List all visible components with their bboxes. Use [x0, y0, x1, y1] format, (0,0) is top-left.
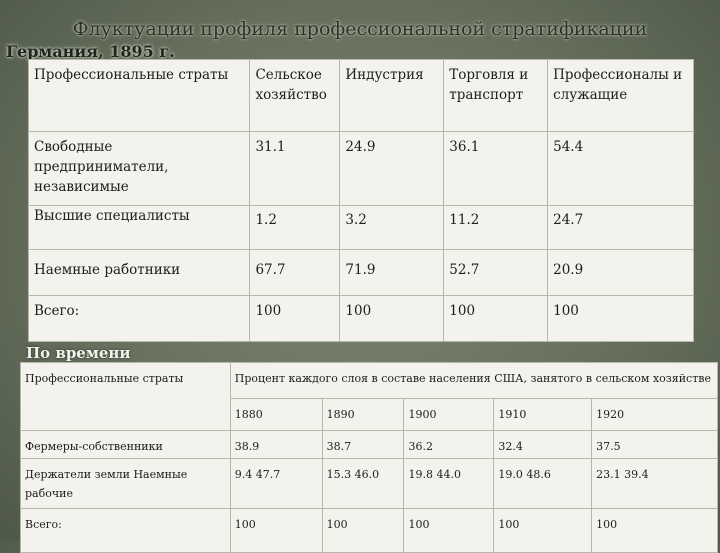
row-label: Всего:	[20, 508, 231, 553]
table-cell: 36.1	[443, 131, 549, 206]
usa-agriculture-table: Профессиональные страты Процент каждого …	[20, 362, 719, 553]
subtitle-by-time: По времени	[26, 344, 131, 362]
table-cell: 3.2	[339, 205, 445, 250]
column-header: Профессиональные страты	[27, 59, 251, 132]
table-cell: 15.3 46.0	[321, 458, 405, 509]
table-row: Всего: 100 100 100 100 100	[20, 508, 718, 553]
row-label: Высшие специалисты	[27, 205, 251, 250]
table-cell: 20.9	[547, 249, 694, 296]
germany-stratification-table: Профессиональные страты Сельское хозяйст…	[27, 59, 694, 342]
table-cell: 100	[547, 295, 694, 342]
table-cell: 100	[443, 295, 549, 342]
table-row: Свободные предприниматели, независимые 3…	[27, 131, 694, 206]
column-header: Сельское хозяйство	[249, 59, 341, 132]
table-cell: 100	[591, 508, 718, 553]
row-header: Профессиональные страты	[20, 362, 231, 431]
table-caption: Процент каждого слоя в составе населения…	[229, 362, 719, 399]
slide-title: Флуктуации профиля профессиональной стра…	[72, 18, 648, 40]
table-cell: 1.2	[249, 205, 341, 250]
column-header: Профессионалы и служащие	[547, 59, 694, 132]
subtitle-germany: Германия, 1895 г.	[6, 42, 175, 61]
row-label: Фермеры-собственники	[20, 430, 231, 459]
table-cell: 36.2	[403, 430, 495, 459]
table-header-row: Профессиональные страты Сельское хозяйст…	[27, 59, 694, 132]
table-cell: 37.5	[591, 430, 718, 459]
row-label: Свободные предприниматели, независимые	[27, 131, 251, 206]
table-cell: 100	[249, 295, 341, 342]
table-cell: 52.7	[443, 249, 549, 296]
year-cell: 1880	[229, 398, 323, 431]
table-cell: 38.9	[229, 430, 323, 459]
table-cell: 11.2	[443, 205, 549, 250]
table-cell: 19.8 44.0	[403, 458, 495, 509]
table-cell: 24.7	[547, 205, 694, 250]
year-cell: 1890	[321, 398, 405, 431]
year-cell: 1900	[403, 398, 495, 431]
row-label: Держатели земли Наемные рабочие	[20, 458, 231, 509]
table-row: Держатели земли Наемные рабочие 9.4 47.7…	[20, 458, 718, 509]
years-row: 1880 1890 1900 1910 1920	[21, 398, 718, 431]
table-cell: 100	[321, 508, 405, 553]
table-row: Всего: 100 100 100 100	[27, 295, 694, 342]
table-cell: 23.1 39.4	[591, 458, 718, 509]
table-cell: 100	[229, 508, 323, 553]
table-cell: 32.4	[493, 430, 593, 459]
table-cell: 9.4 47.7	[229, 458, 323, 509]
table-cell: 100	[493, 508, 593, 553]
column-header: Индустрия	[339, 59, 445, 132]
table-cell: 100	[339, 295, 445, 342]
table-row: Высшие специалисты 1.2 3.2 11.2 24.7	[27, 205, 694, 250]
table-cell: 24.9	[339, 131, 445, 206]
table-row: Фермеры-собственники 38.9 38.7 36.2 32.4…	[20, 430, 718, 459]
table-cell: 19.0 48.6	[493, 458, 593, 509]
table-cell: 38.7	[321, 430, 405, 459]
table-cell: 54.4	[547, 131, 694, 206]
table-cell: 71.9	[339, 249, 445, 296]
table-row: Наемные работники 67.7 71.9 52.7 20.9	[27, 249, 694, 296]
table-header-row: Профессиональные страты Процент каждого …	[20, 362, 719, 431]
year-cell: 1920	[591, 398, 718, 431]
column-header: Торговля и транспорт	[443, 59, 549, 132]
year-cell: 1910	[493, 398, 593, 431]
table-cell: 67.7	[249, 249, 341, 296]
row-label: Наемные работники	[27, 249, 251, 296]
table-cell: 100	[403, 508, 495, 553]
table-cell: 31.1	[249, 131, 341, 206]
row-label: Всего:	[27, 295, 251, 342]
